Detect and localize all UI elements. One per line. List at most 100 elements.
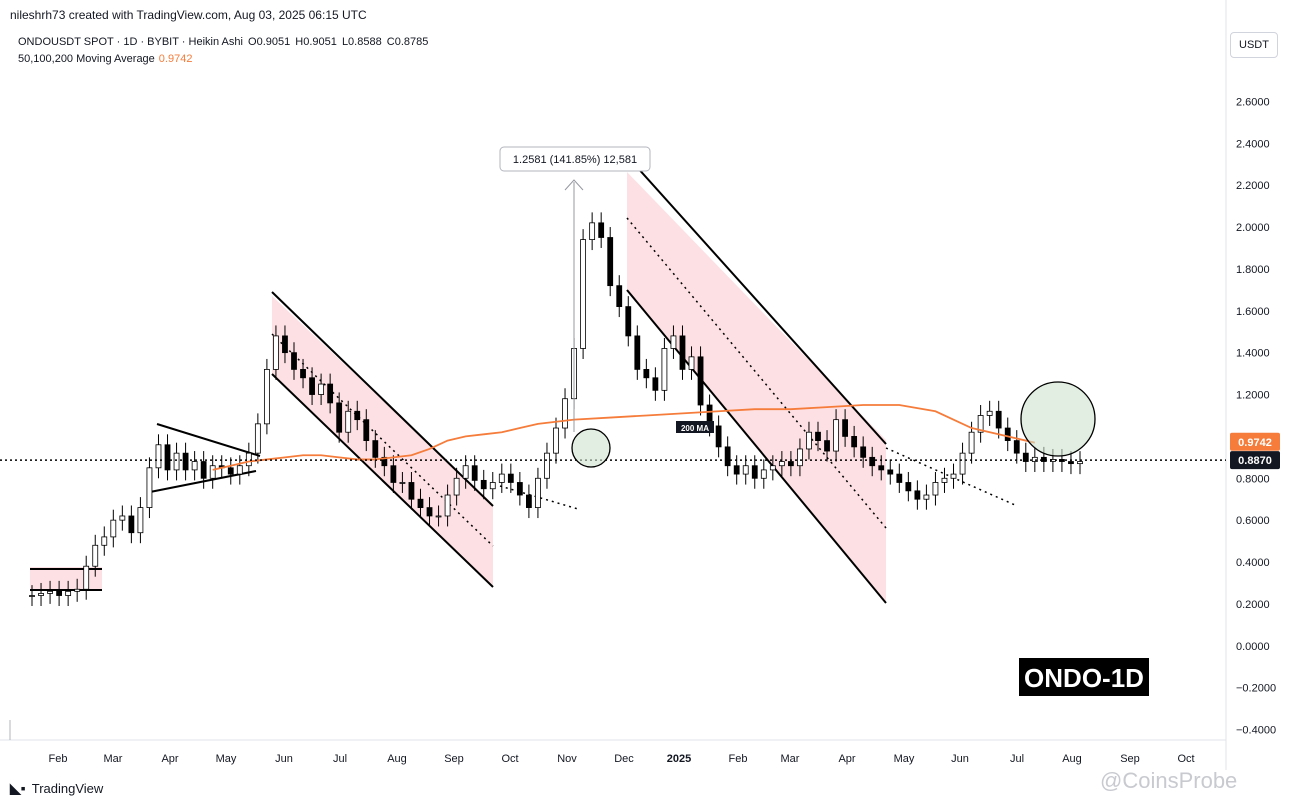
candle-body <box>1004 427 1011 441</box>
x-tick-label: Mar <box>104 753 123 765</box>
candle-body <box>74 588 81 592</box>
candle-body <box>101 536 108 546</box>
candle-body <box>914 490 921 500</box>
candle-body <box>535 477 541 508</box>
breakout-circle-1 <box>571 428 611 468</box>
candle-body <box>995 410 1002 429</box>
candle-body <box>598 222 605 238</box>
channel-fill-2 <box>627 172 886 604</box>
candle-body <box>806 431 812 450</box>
candle-body <box>869 456 876 467</box>
candle-body <box>498 473 505 483</box>
y-tick-label: 2.6000 <box>1236 96 1270 108</box>
y-tick-label: 0.8000 <box>1236 473 1270 485</box>
x-tick-label: Apr <box>161 753 178 765</box>
ma-tag-label: 200 MA <box>681 424 709 433</box>
retest-circle-2 <box>1020 381 1096 457</box>
candle-body <box>471 465 478 481</box>
candle-body <box>38 593 44 596</box>
candle-body <box>580 239 587 349</box>
channel2-mid-line <box>626 217 887 529</box>
x-tick-label: Nov <box>557 753 577 765</box>
x-tick-label: May <box>894 753 915 765</box>
candle-body <box>670 335 677 349</box>
candle-body <box>824 440 830 452</box>
candle-body <box>923 494 930 500</box>
candle-body <box>426 507 433 517</box>
candle-body <box>83 565 90 590</box>
y-tick-label: 2.4000 <box>1236 138 1270 150</box>
candle-body <box>372 440 379 458</box>
candle-body <box>553 427 559 454</box>
measure-label: 1.2581 (141.85%) 12,581 <box>513 154 637 166</box>
candle-body <box>29 595 35 597</box>
candle-body <box>399 482 406 484</box>
y-tick-label: −0.2000 <box>1236 683 1276 695</box>
x-tick-label: Jul <box>1010 753 1024 765</box>
x-tick-label: Dec <box>614 753 634 765</box>
ohlc-close: C0.8785 <box>386 36 429 48</box>
candle-body <box>1013 440 1020 454</box>
candle-body <box>65 590 72 596</box>
candle-body <box>164 444 171 471</box>
title-badge-text: ONDO-1D <box>1024 663 1144 693</box>
candle-body <box>263 369 270 425</box>
x-tick-label: Apr <box>838 753 855 765</box>
ma-tag-box <box>676 421 714 433</box>
candle-body <box>435 515 442 518</box>
candle-body <box>589 222 596 240</box>
y-tick-label: −0.4000 <box>1236 725 1276 737</box>
candle-body <box>173 452 180 471</box>
candle-body <box>1022 452 1029 462</box>
y-tick-label: 1.2000 <box>1236 390 1270 402</box>
candle-body <box>92 544 99 567</box>
ma-label: 50,100,200 Moving Average <box>18 53 155 65</box>
tradingview-logo[interactable]: ◣▪ TradingView <box>10 780 103 797</box>
candle-body <box>724 446 731 467</box>
symbol-info: ONDOUSDT SPOT · 1D · BYBIT · Heikin Ashi… <box>18 36 430 48</box>
candle-body <box>489 482 496 490</box>
currency-button[interactable]: USDT <box>1230 32 1278 58</box>
title-badge-box <box>1019 658 1149 696</box>
candle-body <box>778 461 785 467</box>
candle-body <box>1077 461 1083 465</box>
x-tick-label: May <box>216 753 237 765</box>
support-dotted-2 <box>885 447 1016 506</box>
candle-body <box>354 410 361 421</box>
x-tick-label: Aug <box>387 753 407 765</box>
candle-body <box>607 237 614 287</box>
triangle-upper-line <box>156 423 261 457</box>
candle-body <box>200 461 207 479</box>
ohlc-low: L0.8588 <box>341 36 382 48</box>
candle-body <box>634 335 641 370</box>
candle-body <box>390 465 397 483</box>
y-tick-label: 1.4000 <box>1236 348 1270 360</box>
y-tick-label: 0.4000 <box>1236 557 1270 569</box>
y-tick-label: 1.6000 <box>1236 306 1270 318</box>
candle-body <box>236 465 243 475</box>
chart-attribution: nileshrh73 created with TradingView.com,… <box>10 8 367 22</box>
candle-body <box>273 335 279 370</box>
candle-body <box>860 446 867 458</box>
candle-body <box>941 477 948 483</box>
candle-body <box>932 482 939 496</box>
tradingview-logo-text: TradingView <box>31 781 104 796</box>
candle-body <box>787 461 794 467</box>
candle-body <box>697 356 704 406</box>
candle-body <box>462 465 469 479</box>
price-tag-box <box>1230 432 1280 451</box>
candle-body <box>119 515 126 521</box>
candle-body <box>56 590 63 596</box>
x-tick-label: Sep <box>444 753 464 765</box>
candle-body <box>679 335 686 370</box>
y-tick-label: 2.2000 <box>1236 180 1270 192</box>
candle-body <box>688 356 695 370</box>
candle-body <box>887 469 894 475</box>
candle-body <box>282 335 288 354</box>
candle-body <box>227 467 234 475</box>
ohlc-open: O0.9051 <box>248 36 291 48</box>
ma-price-tag: 0.9742 <box>1238 437 1272 449</box>
y-tick-label: 0.2000 <box>1236 599 1270 611</box>
x-tick-label: Oct <box>501 753 518 765</box>
